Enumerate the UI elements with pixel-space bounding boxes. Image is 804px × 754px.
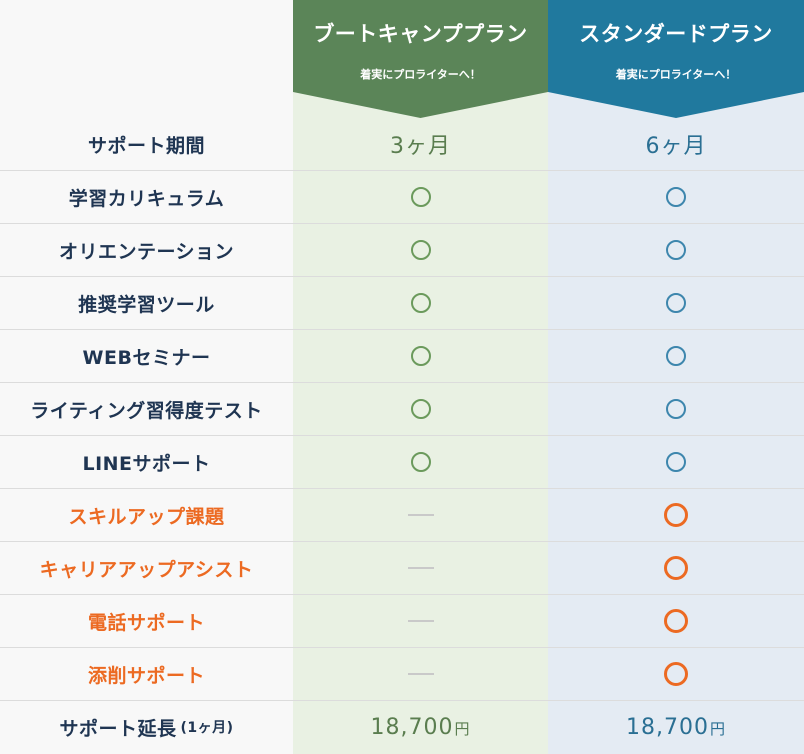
bootcamp-column-background: [293, 0, 548, 754]
table-row: スキルアップ課題: [0, 489, 804, 542]
table-row-extension: サポート延長 (1ヶ月) 18,700円 18,700円: [0, 701, 804, 754]
not-included-dash-icon: [407, 567, 434, 569]
included-circle-icon: [410, 240, 431, 260]
included-circle-icon: [410, 293, 431, 313]
table-row-support-period: サポート期間 3ヶ月 6ヶ月: [0, 118, 804, 171]
bootcamp-extension-price: 18,700円: [370, 714, 471, 740]
extension-label: サポート延長: [59, 717, 177, 740]
row-label: サポート期間: [87, 134, 205, 157]
row-label-highlight: スキルアップ課題: [68, 505, 225, 528]
not-included-dash-icon: [407, 620, 434, 622]
table-row: 電話サポート: [0, 595, 804, 648]
bootcamp-plan-header: ブートキャンププラン 着実にプロライターへ！: [293, 0, 548, 118]
bootcamp-header-banner: [293, 0, 548, 118]
bootcamp-plan-subtitle: 着実にプロライターへ！: [360, 68, 481, 81]
included-circle-icon: [666, 399, 686, 419]
row-label: 推奨学習ツール: [78, 293, 215, 316]
row-label-highlight: 電話サポート: [87, 611, 205, 634]
row-label: WEBセミナー: [82, 346, 211, 369]
included-circle-icon: [410, 452, 431, 472]
included-circle-icon: [410, 187, 431, 207]
comparison-table: サポート期間 3ヶ月 6ヶ月 学習カリキュラム オリエンテーション 推奨学習ツー…: [0, 118, 804, 754]
label-column-background: [0, 0, 293, 754]
row-label-highlight: 添削サポート: [87, 664, 205, 687]
table-row: キャリアアップアシスト: [0, 542, 804, 595]
row-label: 学習カリキュラム: [68, 187, 225, 210]
row-label: サポート延長 (1ヶ月): [0, 701, 293, 753]
extension-label-note: (1ヶ月): [180, 720, 234, 736]
included-circle-icon: [666, 187, 686, 207]
included-circle-icon: [666, 240, 686, 260]
bootcamp-plan-name: ブートキャンププラン: [313, 21, 528, 46]
standard-header-banner: [548, 0, 804, 118]
table-row: 推奨学習ツール: [0, 277, 804, 330]
table-row: ライティング習得度テスト: [0, 383, 804, 436]
bootcamp-support-period: 3ヶ月: [390, 134, 451, 159]
included-circle-icon: [410, 399, 431, 419]
included-circle-icon: [410, 346, 431, 366]
table-row: 添削サポート: [0, 648, 804, 701]
table-row: WEBセミナー: [0, 330, 804, 383]
standard-support-period: 6ヶ月: [645, 134, 707, 159]
table-row: オリエンテーション: [0, 224, 804, 277]
included-circle-icon: [664, 609, 688, 633]
standard-extension-price: 18,700円: [626, 714, 726, 740]
included-circle-icon: [664, 503, 688, 527]
table-row: LINEサポート: [0, 436, 804, 489]
included-circle-icon: [664, 662, 688, 686]
included-circle-icon: [666, 346, 686, 366]
row-label: LINEサポート: [82, 452, 211, 475]
not-included-dash-icon: [407, 673, 434, 675]
row-label: オリエンテーション: [58, 240, 235, 263]
included-circle-icon: [666, 293, 686, 313]
not-included-dash-icon: [407, 514, 434, 516]
row-label: ライティング習得度テスト: [30, 399, 263, 422]
table-row: 学習カリキュラム: [0, 171, 804, 224]
included-circle-icon: [664, 556, 688, 580]
included-circle-icon: [666, 452, 686, 472]
standard-plan-subtitle: 着実にプロライターへ！: [615, 68, 737, 81]
standard-plan-name: スタンダードプラン: [579, 21, 773, 46]
standard-plan-header: スタンダードプラン 着実にプロライターへ！: [548, 0, 804, 118]
row-label-highlight: キャリアアップアシスト: [39, 558, 254, 581]
